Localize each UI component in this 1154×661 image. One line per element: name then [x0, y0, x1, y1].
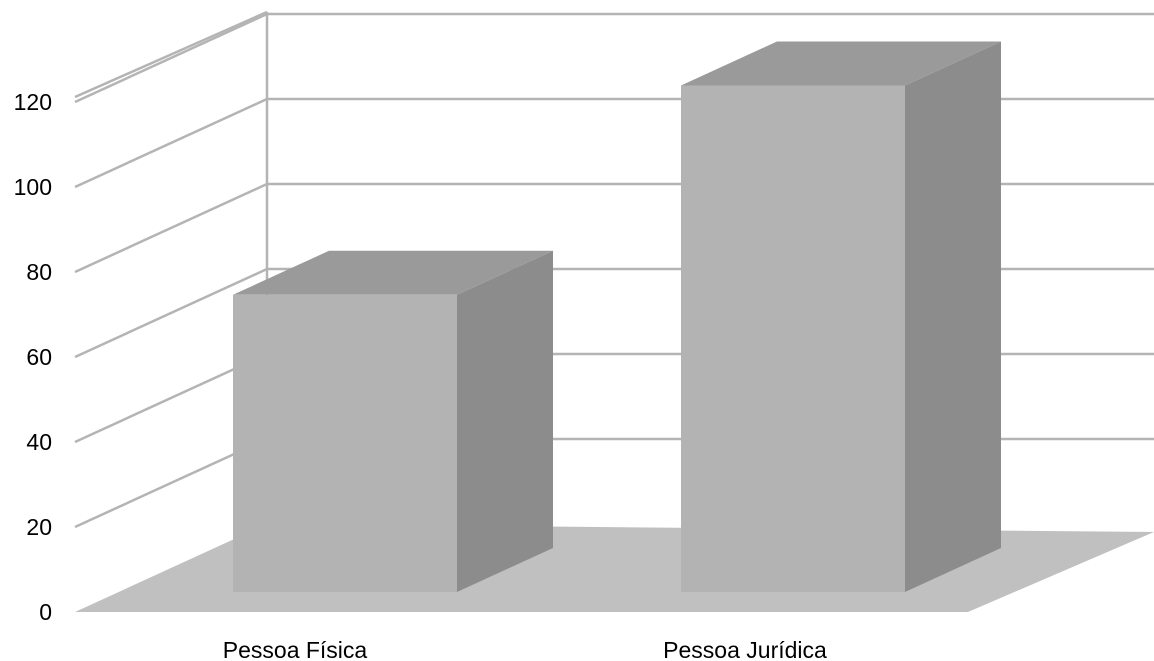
- bar: [233, 250, 553, 592]
- y-tick-label: 100: [14, 174, 52, 200]
- y-tick-label: 120: [14, 89, 52, 115]
- side-wall-top-edge: [74, 10, 268, 99]
- side-gridline: [74, 97, 268, 189]
- bar-front-face: [233, 294, 457, 592]
- y-tick-label: 80: [26, 259, 52, 285]
- y-tick-label: 60: [26, 344, 52, 370]
- y-tick-label: 0: [39, 599, 52, 625]
- side-gridline: [74, 12, 268, 104]
- side-gridline: [74, 267, 268, 359]
- x-category-label: Pessoa Física: [223, 637, 368, 661]
- side-gridline: [74, 182, 268, 274]
- bar: [681, 41, 1001, 593]
- bar-front-face: [681, 85, 905, 593]
- y-tick-label: 20: [26, 514, 52, 540]
- bar-side-face: [457, 250, 553, 592]
- bar-top-face: [233, 250, 553, 295]
- y-tick-label: 40: [26, 429, 52, 455]
- bar-side-face: [905, 41, 1001, 593]
- x-category-label: Pessoa Jurídica: [663, 637, 827, 661]
- bar-top-face: [681, 41, 1001, 86]
